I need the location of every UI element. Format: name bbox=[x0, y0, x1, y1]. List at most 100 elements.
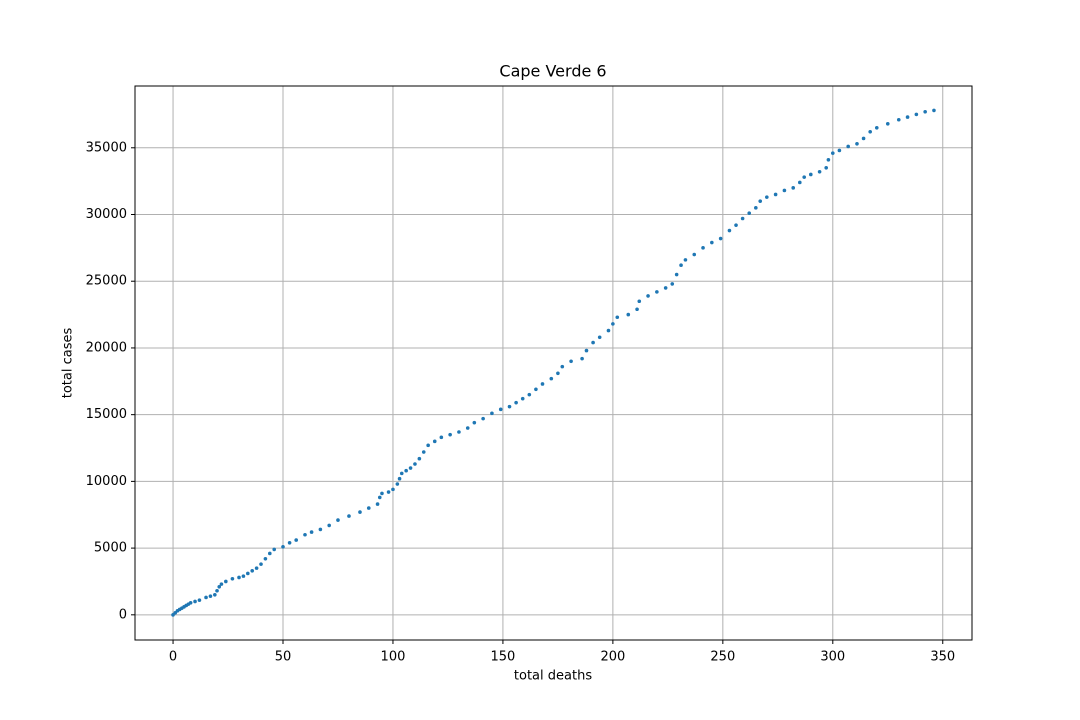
point bbox=[404, 468, 408, 473]
point bbox=[250, 568, 255, 573]
point bbox=[718, 236, 723, 241]
point bbox=[615, 315, 620, 320]
point bbox=[208, 594, 213, 598]
point bbox=[294, 538, 298, 542]
point bbox=[655, 290, 659, 294]
point bbox=[336, 518, 340, 522]
point bbox=[254, 566, 259, 570]
point bbox=[263, 556, 268, 561]
point bbox=[246, 571, 250, 576]
point bbox=[224, 579, 228, 584]
point bbox=[809, 172, 813, 177]
point bbox=[560, 364, 565, 369]
point bbox=[490, 411, 494, 416]
point bbox=[241, 574, 246, 578]
point bbox=[674, 272, 679, 277]
point bbox=[377, 495, 382, 500]
y-tick-label: 20000 bbox=[86, 340, 127, 355]
point bbox=[309, 530, 314, 534]
point bbox=[765, 195, 769, 199]
point bbox=[782, 188, 787, 193]
point bbox=[802, 175, 807, 179]
point bbox=[358, 510, 362, 514]
x-axis-label: total deaths bbox=[514, 669, 592, 684]
point bbox=[421, 450, 426, 454]
point bbox=[432, 439, 437, 444]
point bbox=[740, 216, 745, 221]
point bbox=[734, 223, 738, 227]
y-tick-label: 25000 bbox=[86, 274, 127, 289]
point bbox=[237, 575, 241, 580]
point bbox=[213, 593, 217, 597]
point bbox=[439, 435, 444, 440]
point bbox=[417, 456, 422, 461]
point bbox=[259, 562, 263, 566]
point bbox=[556, 371, 560, 376]
y-tick-label: 35000 bbox=[86, 140, 127, 155]
point bbox=[817, 170, 822, 174]
point bbox=[798, 180, 802, 185]
point bbox=[534, 387, 538, 392]
point bbox=[287, 540, 292, 545]
point bbox=[923, 109, 927, 114]
point bbox=[303, 532, 307, 537]
point bbox=[830, 151, 835, 155]
point bbox=[569, 359, 573, 364]
point bbox=[375, 502, 380, 506]
plot-frame bbox=[134, 85, 973, 641]
chart-title: Cape Verde 6 bbox=[499, 62, 606, 81]
point bbox=[397, 476, 402, 481]
point bbox=[268, 551, 272, 556]
point bbox=[824, 165, 828, 170]
point bbox=[527, 392, 532, 397]
point bbox=[217, 584, 222, 589]
y-tick-label: 0 bbox=[119, 607, 127, 622]
y-tick-label: 15000 bbox=[86, 407, 127, 422]
point bbox=[932, 108, 936, 113]
point bbox=[626, 312, 631, 317]
point bbox=[905, 115, 910, 119]
point bbox=[874, 125, 879, 130]
point bbox=[885, 121, 890, 126]
point bbox=[197, 598, 202, 602]
point bbox=[635, 307, 639, 312]
point bbox=[540, 382, 545, 386]
point bbox=[380, 491, 384, 496]
point bbox=[747, 211, 752, 215]
point bbox=[272, 547, 277, 552]
point bbox=[472, 420, 477, 425]
x-tick-label: 350 bbox=[930, 650, 955, 665]
point bbox=[395, 482, 400, 486]
y-axis-label: total cases bbox=[61, 328, 76, 399]
point bbox=[701, 246, 705, 250]
x-tick-label: 100 bbox=[381, 650, 406, 665]
point bbox=[318, 527, 323, 532]
x-tick-label: 300 bbox=[820, 650, 845, 665]
point bbox=[188, 601, 193, 605]
x-tick-label: 150 bbox=[491, 650, 516, 665]
point bbox=[230, 576, 235, 581]
point bbox=[408, 466, 413, 470]
point bbox=[597, 335, 602, 340]
point bbox=[692, 252, 697, 257]
point bbox=[549, 376, 554, 381]
x-tick-label: 50 bbox=[275, 650, 292, 665]
point bbox=[611, 322, 615, 326]
point bbox=[399, 471, 404, 476]
point bbox=[507, 404, 512, 409]
point bbox=[580, 356, 584, 361]
point bbox=[498, 407, 503, 412]
point bbox=[758, 199, 763, 203]
point bbox=[727, 228, 732, 233]
point bbox=[366, 506, 371, 510]
point bbox=[448, 432, 452, 437]
point bbox=[670, 282, 675, 286]
point bbox=[591, 340, 595, 345]
x-tick-label: 0 bbox=[169, 650, 177, 665]
point bbox=[327, 523, 331, 528]
point bbox=[663, 286, 668, 290]
point bbox=[584, 348, 589, 353]
point bbox=[710, 240, 714, 245]
